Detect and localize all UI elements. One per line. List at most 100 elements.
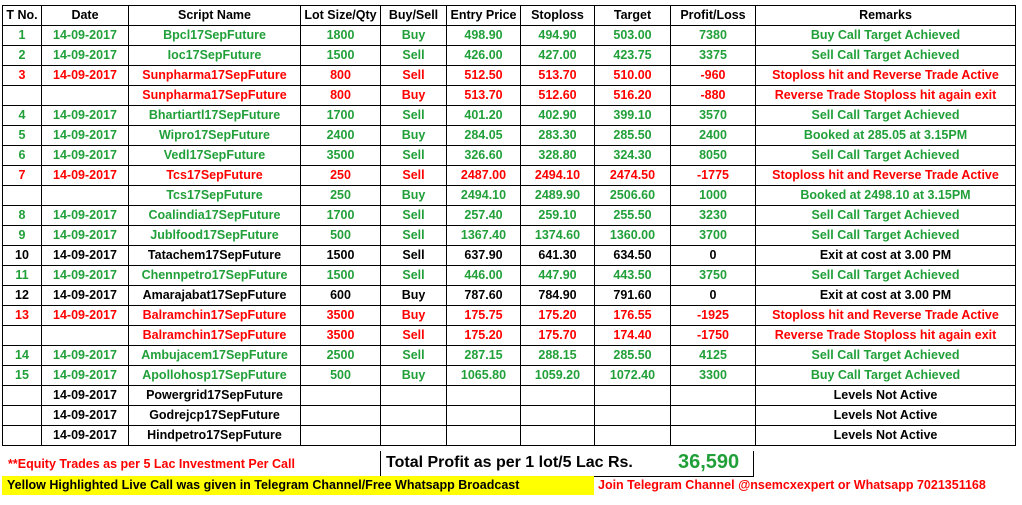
- cell-tno: 4: [2, 105, 42, 126]
- cell-target: 285.50: [594, 345, 671, 366]
- cell-side: Buy: [380, 25, 447, 46]
- cell-script: Powergrid17SepFuture: [128, 385, 301, 406]
- cell-date: 14-09-2017: [41, 425, 129, 446]
- join-channel-text: Join Telegram Channel @nsemcxexpert or W…: [598, 478, 986, 492]
- header-tno: T No.: [2, 5, 42, 26]
- cell-lot: 3500: [300, 305, 381, 326]
- total-profit-box: Total Profit as per 1 lot/5 Lac Rs. 36,5…: [380, 451, 754, 477]
- cell-tno: 3: [2, 65, 42, 86]
- cell-tno: 12: [2, 285, 42, 306]
- cell-target: 1072.40: [594, 365, 671, 386]
- cell-remarks: Stoploss hit and Reverse Trade Active: [755, 165, 1016, 186]
- cell-tno: 14: [2, 345, 42, 366]
- cell-target: 443.50: [594, 265, 671, 286]
- cell-lot: 1800: [300, 25, 381, 46]
- cell-entry: 426.00: [446, 45, 521, 66]
- cell-target: 255.50: [594, 205, 671, 226]
- table-row: Sunpharma17SepFuture 800 Buy 513.70 512.60 51…: [2, 85, 1016, 106]
- cell-pl: 1000: [670, 185, 756, 206]
- cell-stoploss: 1374.60: [520, 225, 595, 246]
- cell-stoploss: 259.10: [520, 205, 595, 226]
- cell-stoploss: 175.70: [520, 325, 595, 346]
- cell-script: Tcs17SepFuture: [128, 165, 301, 186]
- cell-target: 2506.60: [594, 185, 671, 206]
- cell-tno: 13: [2, 305, 42, 326]
- cell-remarks: Reverse Trade Stoploss hit again exit: [755, 325, 1016, 346]
- table-body: 1 14-09-2017 Bpcl17SepFuture 1800 Buy 498.90 4…: [2, 25, 1016, 446]
- cell-side: [380, 405, 447, 426]
- cell-remarks: Sell Call Target Achieved: [755, 225, 1016, 246]
- cell-stoploss: 402.90: [520, 105, 595, 126]
- cell-target: 176.55: [594, 305, 671, 326]
- cell-script: Coalindia17SepFuture: [128, 205, 301, 226]
- cell-tno: 10: [2, 245, 42, 266]
- cell-date: 14-09-2017: [41, 65, 129, 86]
- cell-script: Hindpetro17SepFuture: [128, 425, 301, 446]
- cell-date: 14-09-2017: [41, 25, 129, 46]
- cell-date: 14-09-2017: [41, 265, 129, 286]
- cell-remarks: Buy Call Target Achieved: [755, 365, 1016, 386]
- cell-pl: -1750: [670, 325, 756, 346]
- cell-target: 324.30: [594, 145, 671, 166]
- cell-side: Buy: [380, 305, 447, 326]
- cell-date: 14-09-2017: [41, 305, 129, 326]
- cell-lot: 3500: [300, 325, 381, 346]
- cell-remarks: Stoploss hit and Reverse Trade Active: [755, 305, 1016, 326]
- cell-remarks: Sell Call Target Achieved: [755, 105, 1016, 126]
- cell-date: 14-09-2017: [41, 105, 129, 126]
- cell-target: 423.75: [594, 45, 671, 66]
- cell-script: Wipro17SepFuture: [128, 125, 301, 146]
- cell-pl: 7380: [670, 25, 756, 46]
- cell-stoploss: 641.30: [520, 245, 595, 266]
- cell-entry: 175.75: [446, 305, 521, 326]
- cell-script: Ioc17SepFuture: [128, 45, 301, 66]
- table-row: 15 14-09-2017 Apollohosp17SepFuture 500 Buy 1…: [2, 365, 1016, 386]
- cell-side: Sell: [380, 145, 447, 166]
- cell-lot: 2400: [300, 125, 381, 146]
- cell-remarks: Sell Call Target Achieved: [755, 145, 1016, 166]
- cell-script: Chennpetro17SepFuture: [128, 265, 301, 286]
- cell-lot: [300, 425, 381, 446]
- cell-tno: 11: [2, 265, 42, 286]
- cell-remarks: Booked at 2498.10 at 3.15PM: [755, 185, 1016, 206]
- cell-lot: 1700: [300, 105, 381, 126]
- cell-date: [41, 325, 129, 346]
- cell-date: 14-09-2017: [41, 245, 129, 266]
- cell-target: [594, 425, 671, 446]
- cell-stoploss: 175.20: [520, 305, 595, 326]
- cell-pl: 3700: [670, 225, 756, 246]
- cell-side: [380, 385, 447, 406]
- cell-stoploss: 427.00: [520, 45, 595, 66]
- cell-target: 285.50: [594, 125, 671, 146]
- cell-tno: [2, 325, 42, 346]
- cell-script: Balramchin17SepFuture: [128, 305, 301, 326]
- cell-date: 14-09-2017: [41, 345, 129, 366]
- cell-entry: 787.60: [446, 285, 521, 306]
- cell-entry: 257.40: [446, 205, 521, 226]
- cell-lot: 250: [300, 165, 381, 186]
- cell-remarks: Sell Call Target Achieved: [755, 45, 1016, 66]
- header-date: Date: [41, 5, 129, 26]
- cell-stoploss: [520, 405, 595, 426]
- cell-script: Tatachem17SepFuture: [128, 245, 301, 266]
- cell-pl: 0: [670, 285, 756, 306]
- live-call-highlight: Yellow Highlighted Live Call was given i…: [2, 476, 594, 495]
- cell-tno: 15: [2, 365, 42, 386]
- cell-target: 634.50: [594, 245, 671, 266]
- cell-entry: 2487.00: [446, 165, 521, 186]
- table-row: 4 14-09-2017 Bhartiartl17SepFuture 1700 Sell…: [2, 105, 1016, 126]
- cell-tno: 5: [2, 125, 42, 146]
- cell-target: 516.20: [594, 85, 671, 106]
- header-lot: Lot Size/Qty: [300, 5, 381, 26]
- cell-remarks: Booked at 285.05 at 3.15PM: [755, 125, 1016, 146]
- cell-lot: 800: [300, 85, 381, 106]
- cell-stoploss: 283.30: [520, 125, 595, 146]
- cell-target: 791.60: [594, 285, 671, 306]
- cell-tno: [2, 425, 42, 446]
- table-row: 12 14-09-2017 Amarajabat17SepFuture 600 Buy 7…: [2, 285, 1016, 306]
- cell-lot: 1700: [300, 205, 381, 226]
- header-target: Target: [594, 5, 671, 26]
- cell-date: 14-09-2017: [41, 165, 129, 186]
- cell-pl: 3570: [670, 105, 756, 126]
- cell-entry: 512.50: [446, 65, 521, 86]
